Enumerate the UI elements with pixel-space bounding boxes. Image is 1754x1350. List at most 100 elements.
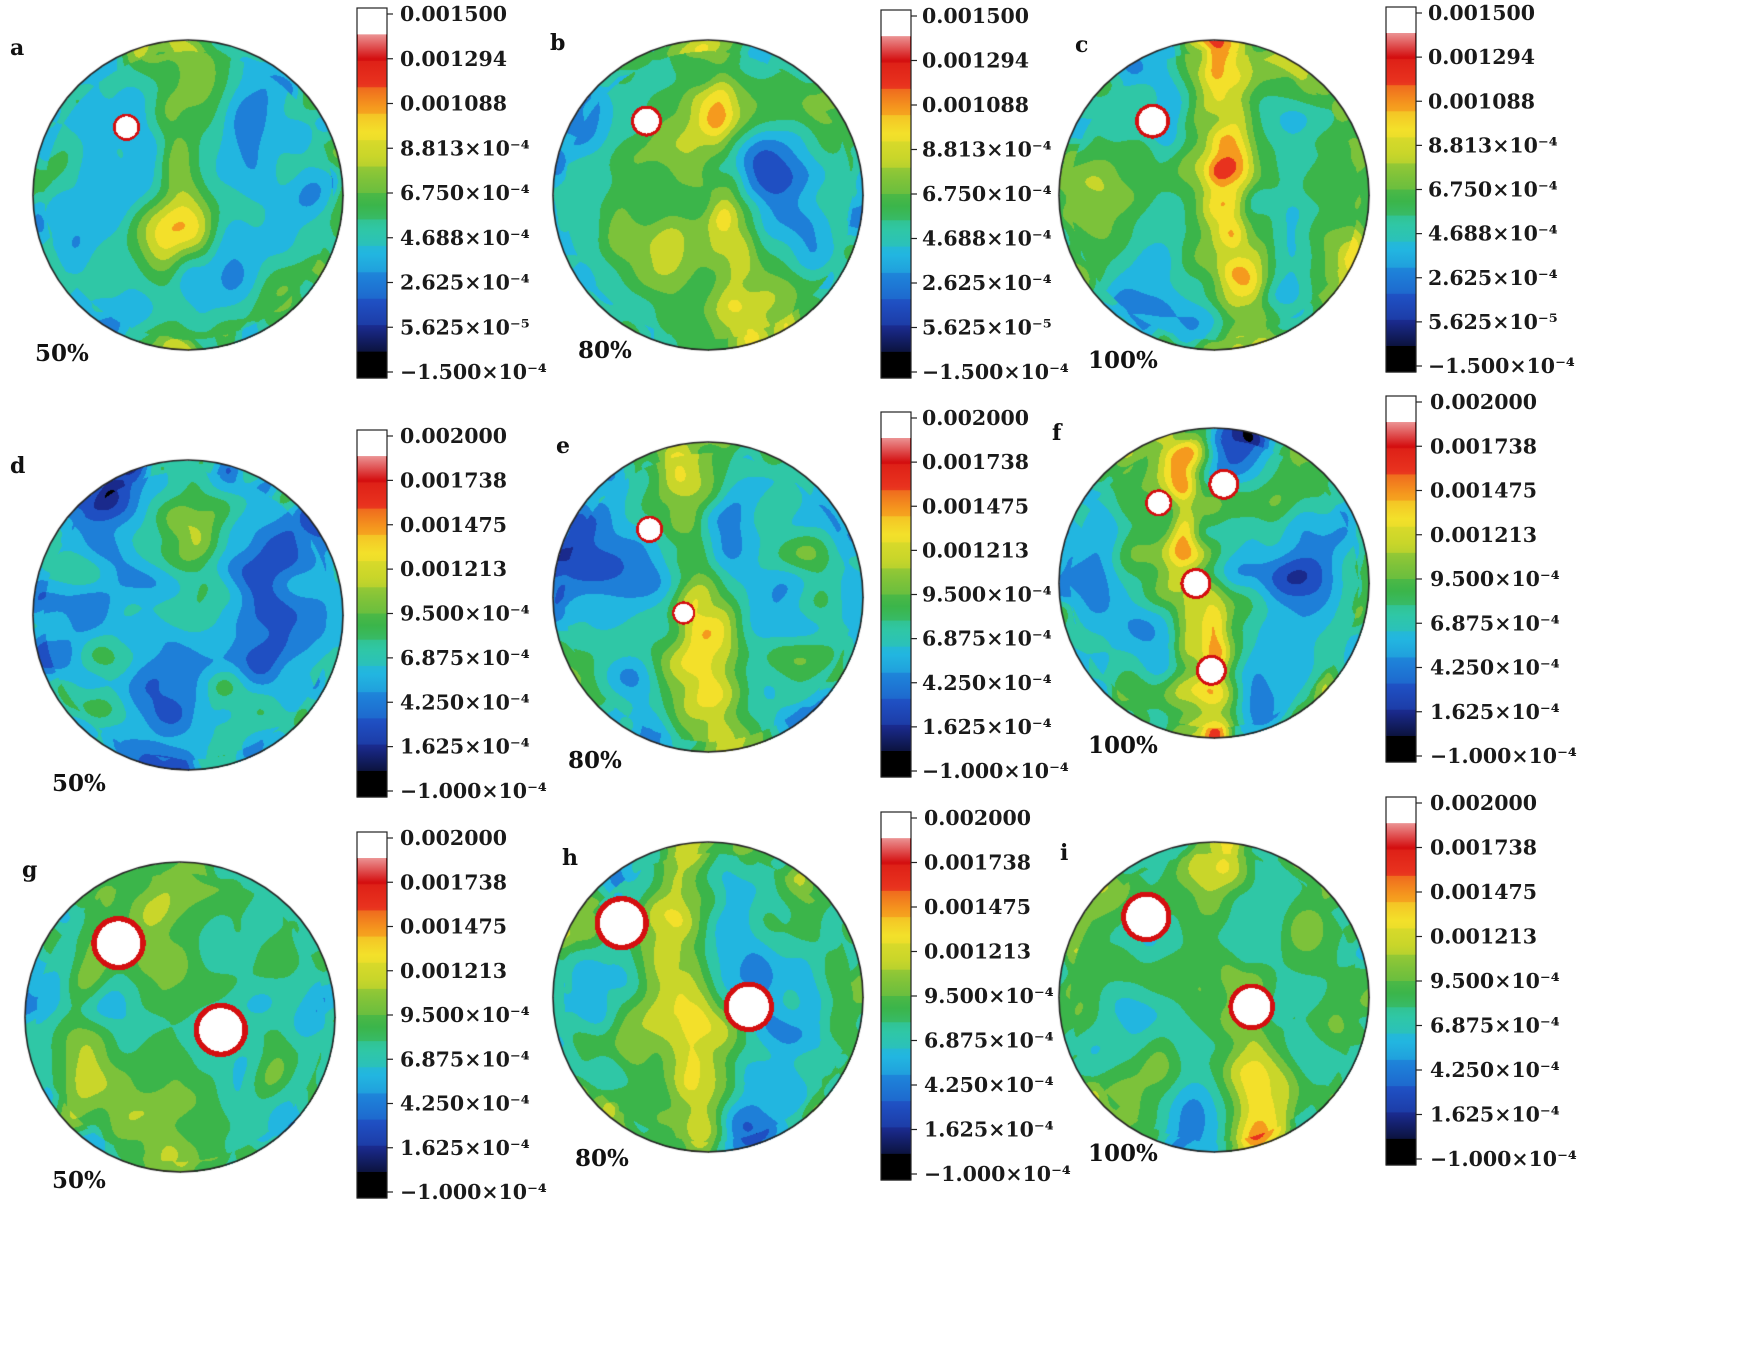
colorbar-tick-label: 0.001088 [922,93,1029,117]
colorbar-tick-label: 6.875×10⁻⁴ [400,646,530,670]
colorbar-gradient [358,34,386,352]
colorbar-tick-label: 6.750×10⁻⁴ [922,182,1052,206]
colorbar-b: 0.001500 0.001294 0.001088 8.813×10⁻⁴ 6.750×… [880,4,1069,384]
colorbar-h: 0.002000 0.001738 0.001475 0.001213 9.500×10… [880,806,1071,1186]
colorbar-tick-label: 9.500×10⁻⁴ [1430,969,1560,993]
colorbar-tick-label: 0.002000 [922,406,1029,430]
panel-letter-d: d [10,453,26,479]
colorbar-tick-label: 0.001213 [1430,925,1537,949]
colorbar-tick-label: 0.001088 [400,92,507,116]
colorbar-tick-label: 0.002000 [924,806,1031,830]
colorbar-tick-label: 0.001738 [400,468,507,492]
colorbar-segment [881,412,911,439]
heatmap-disc-b [550,37,866,353]
colorbar-f: 0.002000 0.001738 0.001475 0.001213 9.500×10… [1385,390,1577,768]
colorbar-i: 0.002000 0.001738 0.001475 0.001213 9.500×10… [1385,791,1577,1171]
colorbar-g: 0.002000 0.001738 0.001475 0.001213 9.500×10… [356,826,547,1204]
colorbar-tick-label: 0.001738 [1430,836,1537,860]
heatmap-disc-i [1056,839,1372,1155]
colorbar-gradient [358,456,386,771]
colorbar-segment [1386,735,1416,763]
colorbar-tick-label: 4.250×10⁻⁴ [400,1092,530,1116]
colorbar-tick-label: 6.875×10⁻⁴ [1430,1014,1560,1038]
colorbar-e: 0.002000 0.001738 0.001475 0.001213 9.500×10… [880,406,1069,783]
colorbar-tick-label: 0.001213 [400,959,507,983]
colorbar-tick-label: 0.002000 [1430,390,1537,414]
colorbar-tick-label: −1.500×10⁻⁴ [1428,354,1575,378]
colorbar-segment [881,812,911,839]
colorbar-tick-label: 8.813×10⁻⁴ [400,136,530,160]
colorbar-segment [881,1153,911,1181]
colorbar-tick-label: 0.001294 [922,49,1029,73]
colorbar-tick-label: 2.625×10⁻⁴ [400,271,530,295]
colorbar-tick-label: −1.000×10⁻⁴ [400,1180,547,1204]
colorbar-tick-label: 4.688×10⁻⁴ [1428,222,1558,246]
colorbar-tick-label: 0.001500 [1428,1,1535,25]
colorbar-tick-label: 5.625×10⁻⁵ [400,315,530,339]
colorbar-tick-label: −1.500×10⁻⁴ [400,360,547,384]
colorbar-tick-label: 0.001294 [1428,45,1535,69]
colorbar-tick-label: 2.625×10⁻⁴ [1428,266,1558,290]
colorbar-tick-label: −1.000×10⁻⁴ [1430,744,1577,768]
colorbar-tick-label: 0.001213 [924,940,1031,964]
colorbar-tick-label: 0.001738 [400,870,507,894]
colorbar-tick-label: 0.002000 [400,424,507,448]
panel-letter-a: a [10,35,25,61]
colorbar-tick-label: −1.000×10⁻⁴ [400,779,547,803]
colorbar-tick-label: 0.002000 [400,826,507,850]
colorbar-tick-label: 0.001213 [400,557,507,581]
colorbar-gradient [358,858,386,1172]
colorbar-gradient [1387,823,1415,1139]
colorbar-segment [357,1171,387,1199]
colorbar-a: 0.001500 0.001294 0.001088 8.813×10⁻⁴ 6.750×… [356,2,547,384]
colorbar-tick-label: 9.500×10⁻⁴ [400,1003,530,1027]
colorbar-tick-label: 0.001213 [1430,523,1537,547]
colorbar-tick-label: 5.625×10⁻⁵ [1428,310,1558,334]
colorbar-segment [1386,396,1416,423]
colorbar-tick-label: 0.001738 [1430,434,1537,458]
colorbar-segment [1386,345,1416,373]
colorbar-tick-label: 6.875×10⁻⁴ [400,1047,530,1071]
colorbar-tick-label: 2.625×10⁻⁴ [922,271,1052,295]
colorbar-tick-label: 0.002000 [1430,791,1537,815]
colorbar-tick-label: 1.625×10⁻⁴ [924,1118,1054,1142]
colorbar-tick-label: 6.875×10⁻⁴ [922,627,1052,651]
colorbar-tick-label: 0.001294 [400,47,507,71]
colorbar-segment [357,8,387,36]
colorbar-tick-label: −1.000×10⁻⁴ [924,1162,1071,1186]
heatmap-disc-c [1056,37,1372,353]
colorbar-tick-label: 4.250×10⁻⁴ [400,690,530,714]
colorbar-tick-label: 6.875×10⁻⁴ [924,1029,1054,1053]
colorbar-segment [881,351,911,379]
colorbar-tick-label: 1.625×10⁻⁴ [1430,1103,1560,1127]
colorbar-segment [1386,7,1416,34]
colorbar-tick-label: 1.625×10⁻⁴ [922,715,1052,739]
colorbar-gradient [882,36,910,352]
colorbar-tick-label: 0.001475 [400,915,507,939]
colorbar-tick-label: 4.250×10⁻⁴ [922,671,1052,695]
heatmap-disc-a [30,37,346,353]
colorbar-tick-label: 0.001500 [400,2,507,26]
colorbar-tick-label: 6.750×10⁻⁴ [400,181,530,205]
colorbar-tick-label: 4.250×10⁻⁴ [924,1073,1054,1097]
colorbar-c: 0.001500 0.001294 0.001088 8.813×10⁻⁴ 6.750×… [1385,1,1575,378]
colorbar-tick-label: 9.500×10⁻⁴ [400,602,530,626]
colorbar-tick-label: 1.625×10⁻⁴ [1430,700,1560,724]
colorbar-gradient [1387,422,1415,736]
colorbar-tick-label: 0.001738 [922,450,1029,474]
heatmap-disc-f [1056,425,1372,741]
colorbar-tick-label: 0.001738 [924,851,1031,875]
colorbar-tick-label: 0.001475 [1430,880,1537,904]
colorbar-segment [357,351,387,379]
colorbar-tick-label: 5.625×10⁻⁵ [922,316,1052,340]
colorbar-segment [357,770,387,798]
colorbar-tick-label: −1.500×10⁻⁴ [922,360,1069,384]
heatmap-disc-g [22,859,338,1175]
colorbar-tick-label: 0.001475 [400,513,507,537]
panel-level-d: 50% [52,770,106,797]
colorbar-tick-label: 6.875×10⁻⁴ [1430,611,1560,635]
colorbar-tick-label: 9.500×10⁻⁴ [924,984,1054,1008]
colorbar-segment [357,430,387,457]
colorbar-tick-label: 1.625×10⁻⁴ [400,1136,530,1160]
heatmap-disc-e [550,439,866,755]
